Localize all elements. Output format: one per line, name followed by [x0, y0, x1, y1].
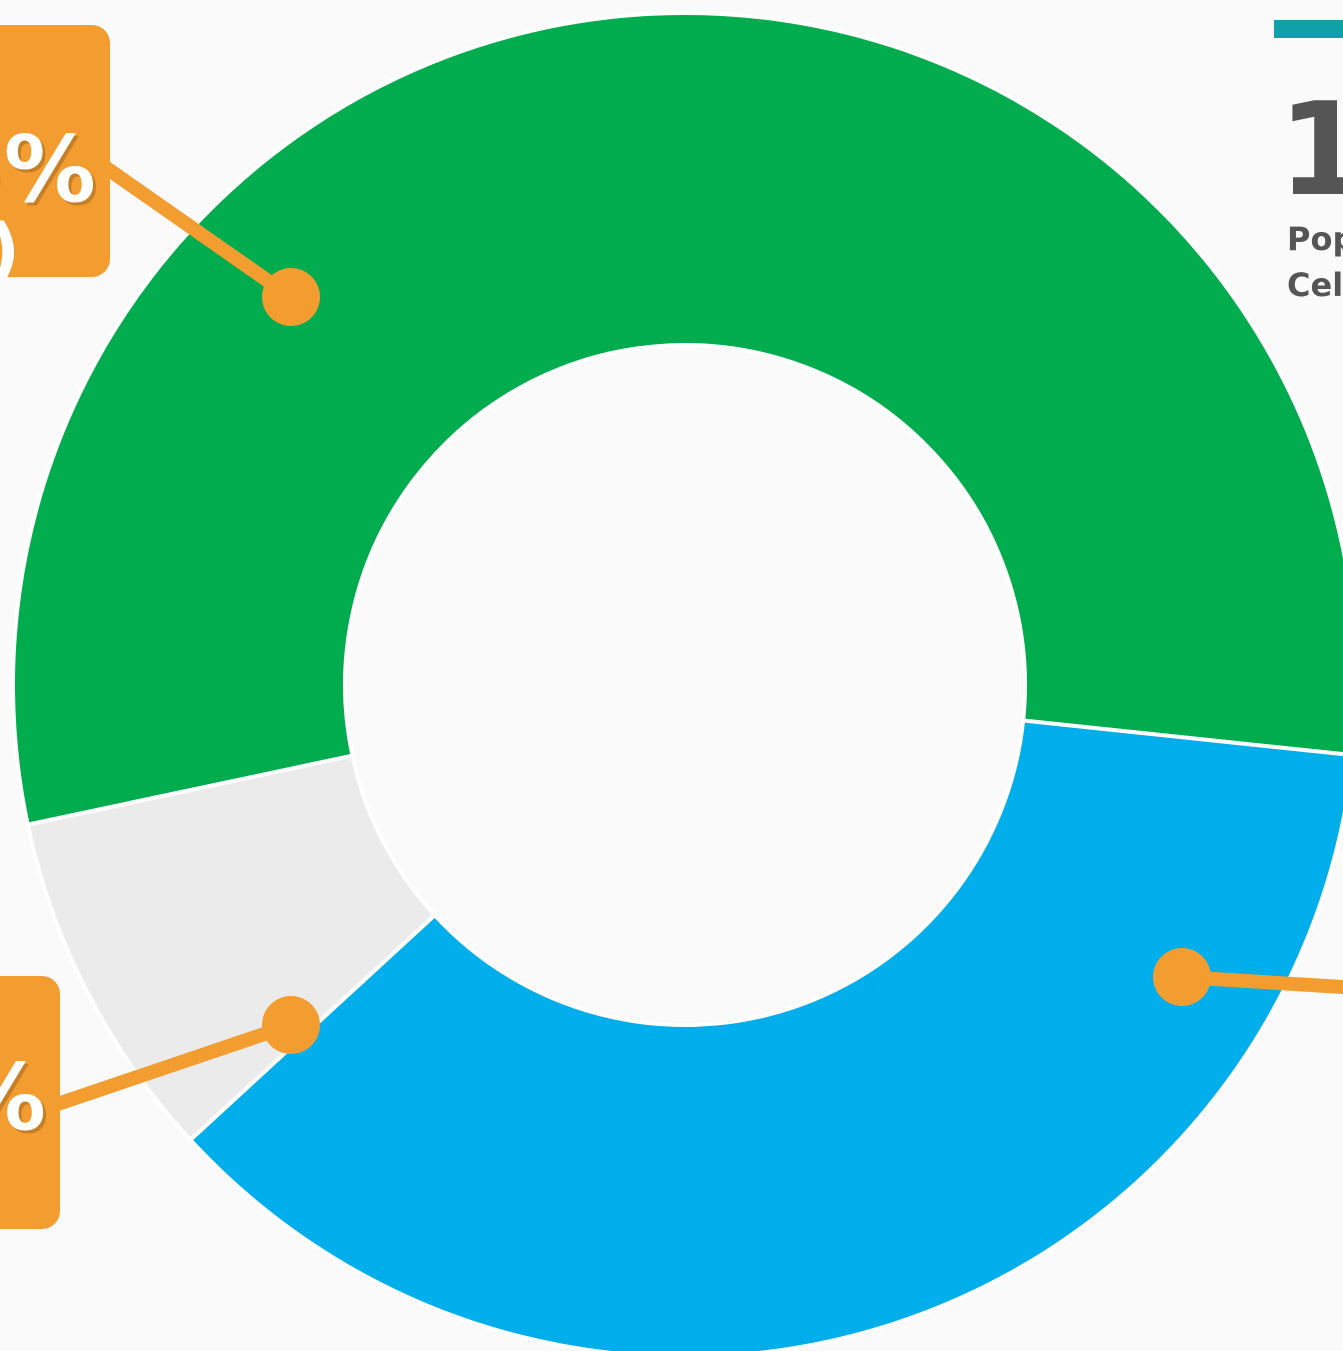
stat-caption-line-1: Pop: [1287, 220, 1343, 258]
callout-dot-2: [1153, 948, 1211, 1006]
callout-label-green: 5% ): [0, 25, 110, 277]
callout-label-blue-text: %: [0, 1048, 46, 1148]
donut-slice-1: [187, 718, 1343, 1351]
callout-label-green-subtext: ): [0, 210, 20, 277]
donut-slice-0: [11, 11, 1343, 828]
stat-accent-rule: [1274, 20, 1343, 38]
stat-block: 1 Pop Cels: [1274, 20, 1343, 304]
callout-label-green-text: 5%: [0, 116, 96, 223]
stat-caption: Pop Cels: [1287, 216, 1343, 308]
stat-caption-line-2: Cels: [1287, 266, 1343, 304]
callout-dot-0: [262, 268, 320, 326]
callout-leader-line-1: [33, 1018, 298, 1117]
callout-label-blue: %: [0, 976, 60, 1229]
callout-dot-1: [262, 996, 320, 1054]
callout-leader-line-0: [88, 153, 298, 304]
stat-number: 1: [1278, 76, 1343, 225]
donut-slice-2: [25, 753, 438, 1143]
